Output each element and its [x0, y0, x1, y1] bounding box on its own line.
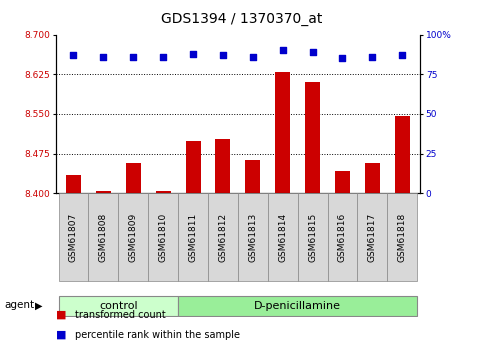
Bar: [208, 193, 238, 281]
Bar: [96, 190, 111, 193]
Text: GSM61813: GSM61813: [248, 213, 257, 262]
Text: GSM61814: GSM61814: [278, 213, 287, 262]
Bar: [238, 193, 268, 281]
Point: [159, 54, 167, 59]
Bar: [335, 171, 350, 193]
Text: agent: agent: [5, 300, 35, 310]
Text: GSM61807: GSM61807: [69, 213, 78, 262]
Text: GSM61812: GSM61812: [218, 213, 227, 262]
Text: D-penicillamine: D-penicillamine: [254, 301, 341, 311]
Point: [99, 54, 107, 59]
Point: [339, 56, 346, 61]
Text: percentile rank within the sample: percentile rank within the sample: [75, 330, 240, 339]
Text: GDS1394 / 1370370_at: GDS1394 / 1370370_at: [161, 12, 322, 26]
Bar: [178, 296, 417, 316]
Text: ■: ■: [56, 330, 66, 339]
Bar: [185, 141, 200, 193]
Bar: [148, 193, 178, 281]
Bar: [327, 193, 357, 281]
Text: GSM61809: GSM61809: [129, 213, 138, 262]
Point: [219, 52, 227, 58]
Bar: [365, 162, 380, 193]
Bar: [268, 193, 298, 281]
Bar: [357, 193, 387, 281]
Text: GSM61811: GSM61811: [188, 213, 198, 262]
Point: [309, 49, 316, 55]
Bar: [275, 71, 290, 193]
Text: ▶: ▶: [35, 300, 43, 310]
Text: control: control: [99, 301, 138, 311]
Bar: [88, 193, 118, 281]
Text: GSM61810: GSM61810: [158, 213, 168, 262]
Bar: [298, 193, 327, 281]
Bar: [58, 193, 88, 281]
Text: transformed count: transformed count: [75, 310, 166, 319]
Bar: [387, 193, 417, 281]
Bar: [118, 193, 148, 281]
Text: ■: ■: [56, 310, 66, 319]
Point: [189, 51, 197, 56]
Bar: [126, 162, 141, 193]
Bar: [245, 160, 260, 193]
Text: GSM61818: GSM61818: [398, 213, 407, 262]
Text: GSM61815: GSM61815: [308, 213, 317, 262]
Point: [398, 52, 406, 58]
Point: [129, 54, 137, 59]
Text: GSM61817: GSM61817: [368, 213, 377, 262]
Bar: [66, 175, 81, 193]
Bar: [305, 82, 320, 193]
Text: GSM61816: GSM61816: [338, 213, 347, 262]
Point: [70, 52, 77, 58]
Point: [249, 54, 256, 59]
Point: [279, 48, 286, 53]
Point: [369, 54, 376, 59]
Bar: [215, 139, 230, 193]
Bar: [156, 190, 170, 193]
Bar: [178, 193, 208, 281]
Bar: [58, 296, 178, 316]
Bar: [395, 117, 410, 193]
Text: GSM61808: GSM61808: [99, 213, 108, 262]
